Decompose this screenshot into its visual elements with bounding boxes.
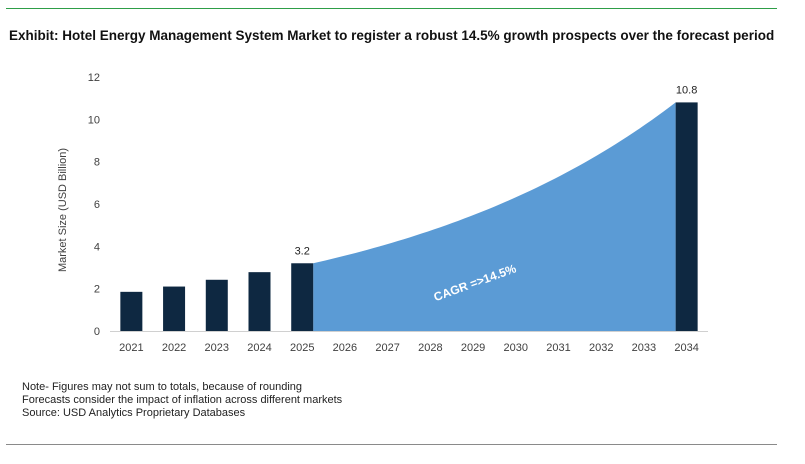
bar-2025 [291, 263, 314, 331]
y-tick-label: 2 [94, 284, 100, 296]
y-tick-label: 6 [94, 199, 100, 211]
x-tick-label: 2033 [632, 342, 656, 354]
x-tick-label: 2034 [674, 342, 698, 354]
chart-notes: Note- Figures may not sum to totals, bec… [22, 381, 342, 420]
y-tick-label: 8 [94, 157, 100, 169]
x-tick-label: 2021 [119, 342, 143, 354]
bar-2022 [163, 286, 186, 331]
top-rule [6, 8, 777, 9]
bar-2034 [675, 102, 698, 332]
x-tick-label: 2022 [162, 342, 186, 354]
x-tick-label: 2027 [375, 342, 399, 354]
y-tick-label: 12 [88, 72, 100, 84]
data-label-2034: 10.8 [676, 84, 697, 96]
bar-2023 [205, 279, 228, 331]
bar-2021 [120, 291, 143, 331]
y-tick-label: 4 [94, 241, 100, 253]
cagr-area [313, 102, 676, 332]
data-label-2025: 3.2 [295, 245, 310, 257]
y-axis-title: Market Size (USD Billion) [57, 148, 69, 272]
note-source: Source: USD Analytics Proprietary Databa… [22, 407, 246, 419]
bottom-rule [6, 444, 777, 445]
x-tick-label: 2025 [290, 342, 314, 354]
chart-title: Exhibit: Hotel Energy Management System … [9, 28, 775, 43]
x-tick-label: 2030 [504, 342, 528, 354]
note-rounding: Note- Figures may not sum to totals, bec… [22, 381, 303, 393]
x-tick-label: 2023 [205, 342, 229, 354]
y-tick-label: 10 [88, 114, 100, 126]
x-tick-label: 2029 [461, 342, 485, 354]
x-tick-label: 2026 [333, 342, 357, 354]
x-tick-label: 2028 [418, 342, 442, 354]
x-tick-label: 2032 [589, 342, 613, 354]
note-inflation: Forecasts consider the impact of inflati… [22, 394, 343, 406]
x-tick-label: 2024 [247, 342, 271, 354]
x-tick-label: 2031 [546, 342, 570, 354]
bar-2024 [248, 272, 271, 331]
y-tick-label: 0 [94, 326, 100, 338]
